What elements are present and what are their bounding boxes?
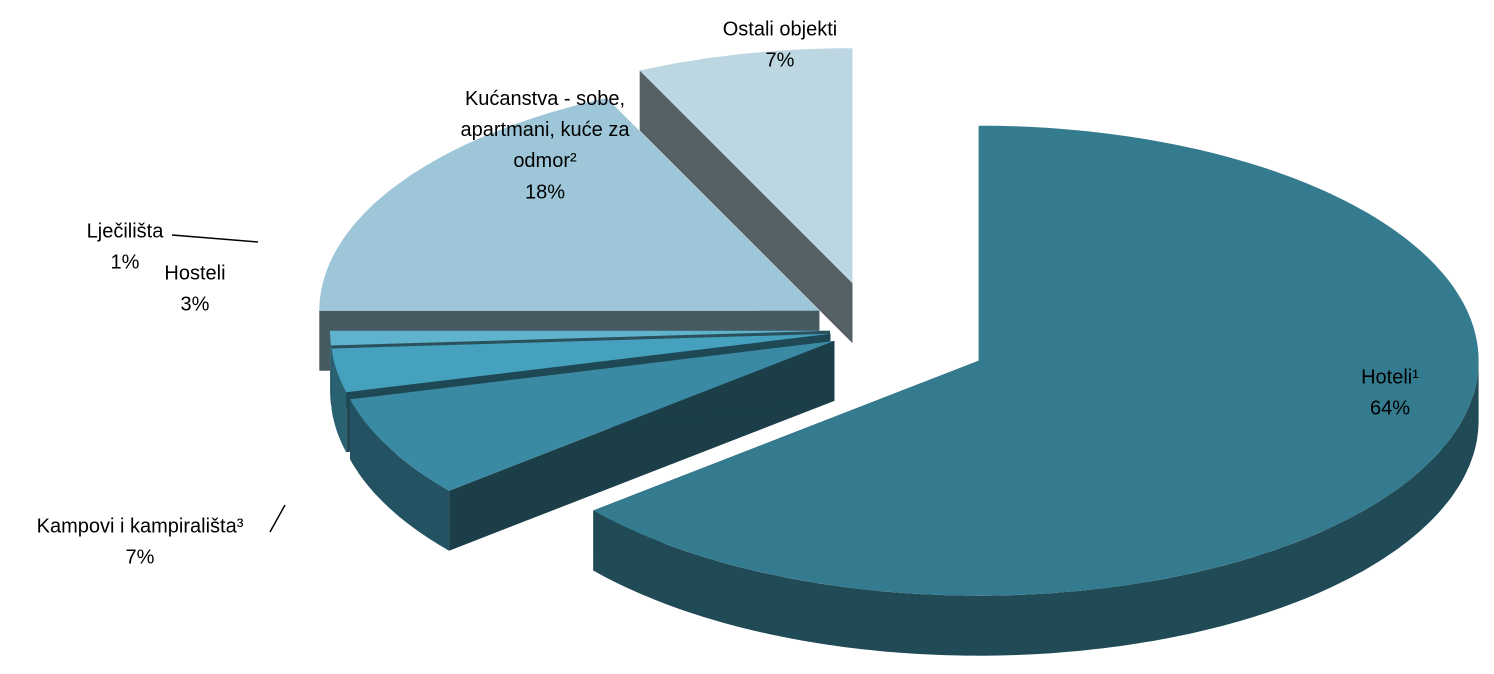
- slice-label: Lječilišta: [87, 220, 165, 242]
- value-label: 7%: [126, 546, 155, 568]
- leader-line: [171, 234, 259, 243]
- slice: [350, 340, 835, 551]
- slice-side: [593, 360, 1479, 656]
- slice: [319, 98, 820, 311]
- label-line: apartmani, kuće za: [461, 119, 631, 141]
- slice-label: Hoteli¹: [1361, 366, 1419, 388]
- value-label: 7%: [766, 49, 795, 71]
- slice: [330, 330, 830, 346]
- slice: [593, 125, 1479, 596]
- value-label: 1%: [111, 251, 140, 273]
- slice: [593, 125, 1479, 656]
- slice: [639, 48, 853, 284]
- slice: [331, 333, 831, 393]
- slice-label: Kućanstva - sobe, apartmani, kuće za odmor…: [461, 88, 631, 172]
- label-line: Kućanstva - sobe,: [465, 88, 625, 110]
- slice-side: [330, 330, 331, 406]
- value-label: 64%: [1370, 397, 1410, 419]
- slice: [639, 48, 853, 344]
- slice-side: [350, 399, 450, 551]
- value-label: 3%: [181, 293, 210, 315]
- value-label: 18%: [525, 181, 565, 203]
- slice: [350, 340, 835, 491]
- label-line: odmor²: [513, 150, 577, 172]
- slice-side: [639, 70, 853, 344]
- slice-label: Hosteli: [164, 262, 225, 284]
- slice-side: [331, 348, 347, 453]
- slice-label: Ostali objekti: [723, 18, 838, 40]
- slice-label: Kampovi i kampirališta³: [37, 515, 244, 537]
- leader-line: [269, 504, 286, 533]
